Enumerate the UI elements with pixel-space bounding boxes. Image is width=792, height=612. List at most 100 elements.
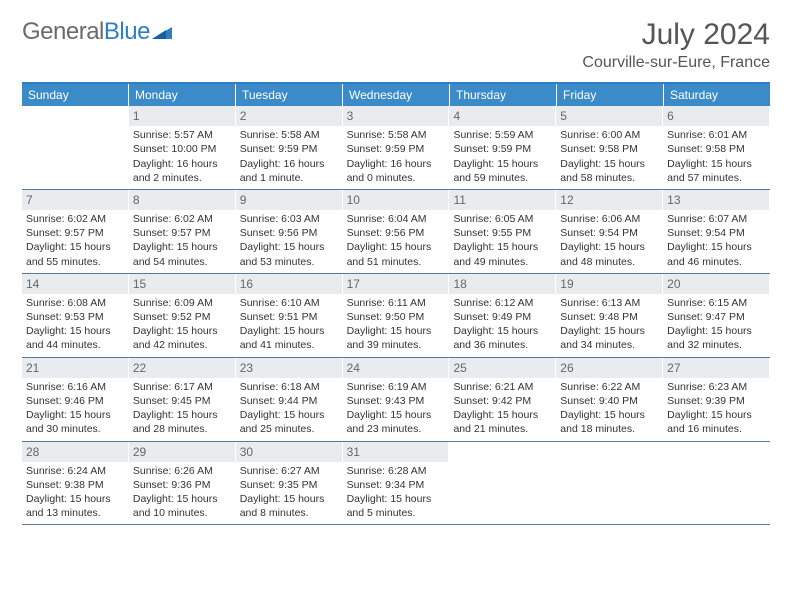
day-details: Sunrise: 6:16 AMSunset: 9:46 PMDaylight:… bbox=[22, 380, 128, 441]
daylight-text: Daylight: 15 hours and 49 minutes. bbox=[453, 240, 551, 268]
header: GeneralBlue July 2024 Courville-sur-Eure… bbox=[22, 18, 770, 72]
sunrise-text: Sunrise: 6:02 AM bbox=[133, 212, 231, 226]
day-cell bbox=[449, 442, 556, 525]
sunrise-text: Sunrise: 6:18 AM bbox=[240, 380, 338, 394]
day-number: 26 bbox=[556, 358, 662, 378]
day-cell: 27Sunrise: 6:23 AMSunset: 9:39 PMDayligh… bbox=[663, 358, 770, 441]
sunrise-text: Sunrise: 6:22 AM bbox=[560, 380, 658, 394]
day-number: 6 bbox=[663, 106, 769, 126]
sunrise-text: Sunrise: 6:05 AM bbox=[453, 212, 551, 226]
day-cell: 20Sunrise: 6:15 AMSunset: 9:47 PMDayligh… bbox=[663, 274, 770, 357]
day-number: 21 bbox=[22, 358, 128, 378]
daylight-text: Daylight: 15 hours and 10 minutes. bbox=[133, 492, 231, 520]
sunset-text: Sunset: 9:40 PM bbox=[560, 394, 658, 408]
day-details: Sunrise: 6:23 AMSunset: 9:39 PMDaylight:… bbox=[663, 380, 769, 441]
sunset-text: Sunset: 9:34 PM bbox=[347, 478, 445, 492]
day-number: 20 bbox=[663, 274, 769, 294]
daylight-text: Daylight: 15 hours and 57 minutes. bbox=[667, 157, 765, 185]
day-number: 10 bbox=[343, 190, 449, 210]
day-details: Sunrise: 6:02 AMSunset: 9:57 PMDaylight:… bbox=[129, 212, 235, 273]
daylight-text: Daylight: 16 hours and 2 minutes. bbox=[133, 157, 231, 185]
day-number: 27 bbox=[663, 358, 769, 378]
sunrise-text: Sunrise: 6:03 AM bbox=[240, 212, 338, 226]
logo-part2: Blue bbox=[104, 18, 150, 46]
sunrise-text: Sunrise: 6:12 AM bbox=[453, 296, 551, 310]
day-number: 17 bbox=[343, 274, 449, 294]
daylight-text: Daylight: 15 hours and 58 minutes. bbox=[560, 157, 658, 185]
day-cell: 21Sunrise: 6:16 AMSunset: 9:46 PMDayligh… bbox=[22, 358, 129, 441]
day-header: Monday bbox=[129, 84, 236, 106]
day-number: 4 bbox=[449, 106, 555, 126]
daylight-text: Daylight: 15 hours and 16 minutes. bbox=[667, 408, 765, 436]
month-title: July 2024 bbox=[582, 18, 770, 52]
day-header: Wednesday bbox=[343, 84, 450, 106]
day-header-row: SundayMondayTuesdayWednesdayThursdayFrid… bbox=[22, 84, 770, 106]
sunset-text: Sunset: 9:46 PM bbox=[26, 394, 124, 408]
weeks-container: 1Sunrise: 5:57 AMSunset: 10:00 PMDayligh… bbox=[22, 106, 770, 525]
day-cell: 22Sunrise: 6:17 AMSunset: 9:45 PMDayligh… bbox=[129, 358, 236, 441]
day-details: Sunrise: 6:28 AMSunset: 9:34 PMDaylight:… bbox=[343, 464, 449, 525]
sunset-text: Sunset: 9:49 PM bbox=[453, 310, 551, 324]
sunset-text: Sunset: 9:50 PM bbox=[347, 310, 445, 324]
daylight-text: Daylight: 15 hours and 46 minutes. bbox=[667, 240, 765, 268]
day-cell: 4Sunrise: 5:59 AMSunset: 9:59 PMDaylight… bbox=[449, 106, 556, 189]
day-number: 28 bbox=[22, 442, 128, 462]
day-details: Sunrise: 6:02 AMSunset: 9:57 PMDaylight:… bbox=[22, 212, 128, 273]
sunrise-text: Sunrise: 6:19 AM bbox=[347, 380, 445, 394]
sunset-text: Sunset: 9:53 PM bbox=[26, 310, 124, 324]
daylight-text: Daylight: 15 hours and 54 minutes. bbox=[133, 240, 231, 268]
sunset-text: Sunset: 9:59 PM bbox=[453, 142, 551, 156]
sunset-text: Sunset: 9:52 PM bbox=[133, 310, 231, 324]
sunrise-text: Sunrise: 6:24 AM bbox=[26, 464, 124, 478]
sunrise-text: Sunrise: 6:16 AM bbox=[26, 380, 124, 394]
day-number: 31 bbox=[343, 442, 449, 462]
sunrise-text: Sunrise: 6:23 AM bbox=[667, 380, 765, 394]
sunset-text: Sunset: 9:35 PM bbox=[240, 478, 338, 492]
sunset-text: Sunset: 9:48 PM bbox=[560, 310, 658, 324]
day-details: Sunrise: 6:27 AMSunset: 9:35 PMDaylight:… bbox=[236, 464, 342, 525]
sunset-text: Sunset: 9:42 PM bbox=[453, 394, 551, 408]
daylight-text: Daylight: 15 hours and 36 minutes. bbox=[453, 324, 551, 352]
sunrise-text: Sunrise: 6:00 AM bbox=[560, 128, 658, 142]
day-details: Sunrise: 6:21 AMSunset: 9:42 PMDaylight:… bbox=[449, 380, 555, 441]
day-header: Saturday bbox=[664, 84, 770, 106]
day-number: 11 bbox=[449, 190, 555, 210]
day-number: 13 bbox=[663, 190, 769, 210]
day-details: Sunrise: 6:07 AMSunset: 9:54 PMDaylight:… bbox=[663, 212, 769, 273]
day-cell: 25Sunrise: 6:21 AMSunset: 9:42 PMDayligh… bbox=[449, 358, 556, 441]
day-cell: 16Sunrise: 6:10 AMSunset: 9:51 PMDayligh… bbox=[236, 274, 343, 357]
day-details: Sunrise: 6:24 AMSunset: 9:38 PMDaylight:… bbox=[22, 464, 128, 525]
day-details: Sunrise: 6:06 AMSunset: 9:54 PMDaylight:… bbox=[556, 212, 662, 273]
sunrise-text: Sunrise: 6:04 AM bbox=[347, 212, 445, 226]
daylight-text: Daylight: 15 hours and 55 minutes. bbox=[26, 240, 124, 268]
sunrise-text: Sunrise: 6:01 AM bbox=[667, 128, 765, 142]
daylight-text: Daylight: 15 hours and 30 minutes. bbox=[26, 408, 124, 436]
day-details: Sunrise: 6:10 AMSunset: 9:51 PMDaylight:… bbox=[236, 296, 342, 357]
daylight-text: Daylight: 15 hours and 59 minutes. bbox=[453, 157, 551, 185]
day-number: 7 bbox=[22, 190, 128, 210]
daylight-text: Daylight: 15 hours and 34 minutes. bbox=[560, 324, 658, 352]
daylight-text: Daylight: 15 hours and 5 minutes. bbox=[347, 492, 445, 520]
daylight-text: Daylight: 15 hours and 23 minutes. bbox=[347, 408, 445, 436]
day-cell: 3Sunrise: 5:58 AMSunset: 9:59 PMDaylight… bbox=[343, 106, 450, 189]
day-cell: 19Sunrise: 6:13 AMSunset: 9:48 PMDayligh… bbox=[556, 274, 663, 357]
day-details: Sunrise: 6:22 AMSunset: 9:40 PMDaylight:… bbox=[556, 380, 662, 441]
sunset-text: Sunset: 9:44 PM bbox=[240, 394, 338, 408]
day-cell: 11Sunrise: 6:05 AMSunset: 9:55 PMDayligh… bbox=[449, 190, 556, 273]
daylight-text: Daylight: 15 hours and 41 minutes. bbox=[240, 324, 338, 352]
sunrise-text: Sunrise: 6:15 AM bbox=[667, 296, 765, 310]
sunrise-text: Sunrise: 6:10 AM bbox=[240, 296, 338, 310]
week-row: 1Sunrise: 5:57 AMSunset: 10:00 PMDayligh… bbox=[22, 106, 770, 190]
week-row: 14Sunrise: 6:08 AMSunset: 9:53 PMDayligh… bbox=[22, 274, 770, 358]
day-cell: 14Sunrise: 6:08 AMSunset: 9:53 PMDayligh… bbox=[22, 274, 129, 357]
day-cell: 28Sunrise: 6:24 AMSunset: 9:38 PMDayligh… bbox=[22, 442, 129, 525]
day-cell: 1Sunrise: 5:57 AMSunset: 10:00 PMDayligh… bbox=[129, 106, 236, 189]
title-block: July 2024 Courville-sur-Eure, France bbox=[582, 18, 770, 72]
sunset-text: Sunset: 9:54 PM bbox=[667, 226, 765, 240]
sunset-text: Sunset: 9:59 PM bbox=[347, 142, 445, 156]
day-cell bbox=[22, 106, 129, 189]
sunrise-text: Sunrise: 5:57 AM bbox=[133, 128, 231, 142]
day-details: Sunrise: 6:03 AMSunset: 9:56 PMDaylight:… bbox=[236, 212, 342, 273]
day-details: Sunrise: 6:11 AMSunset: 9:50 PMDaylight:… bbox=[343, 296, 449, 357]
day-header: Thursday bbox=[450, 84, 557, 106]
